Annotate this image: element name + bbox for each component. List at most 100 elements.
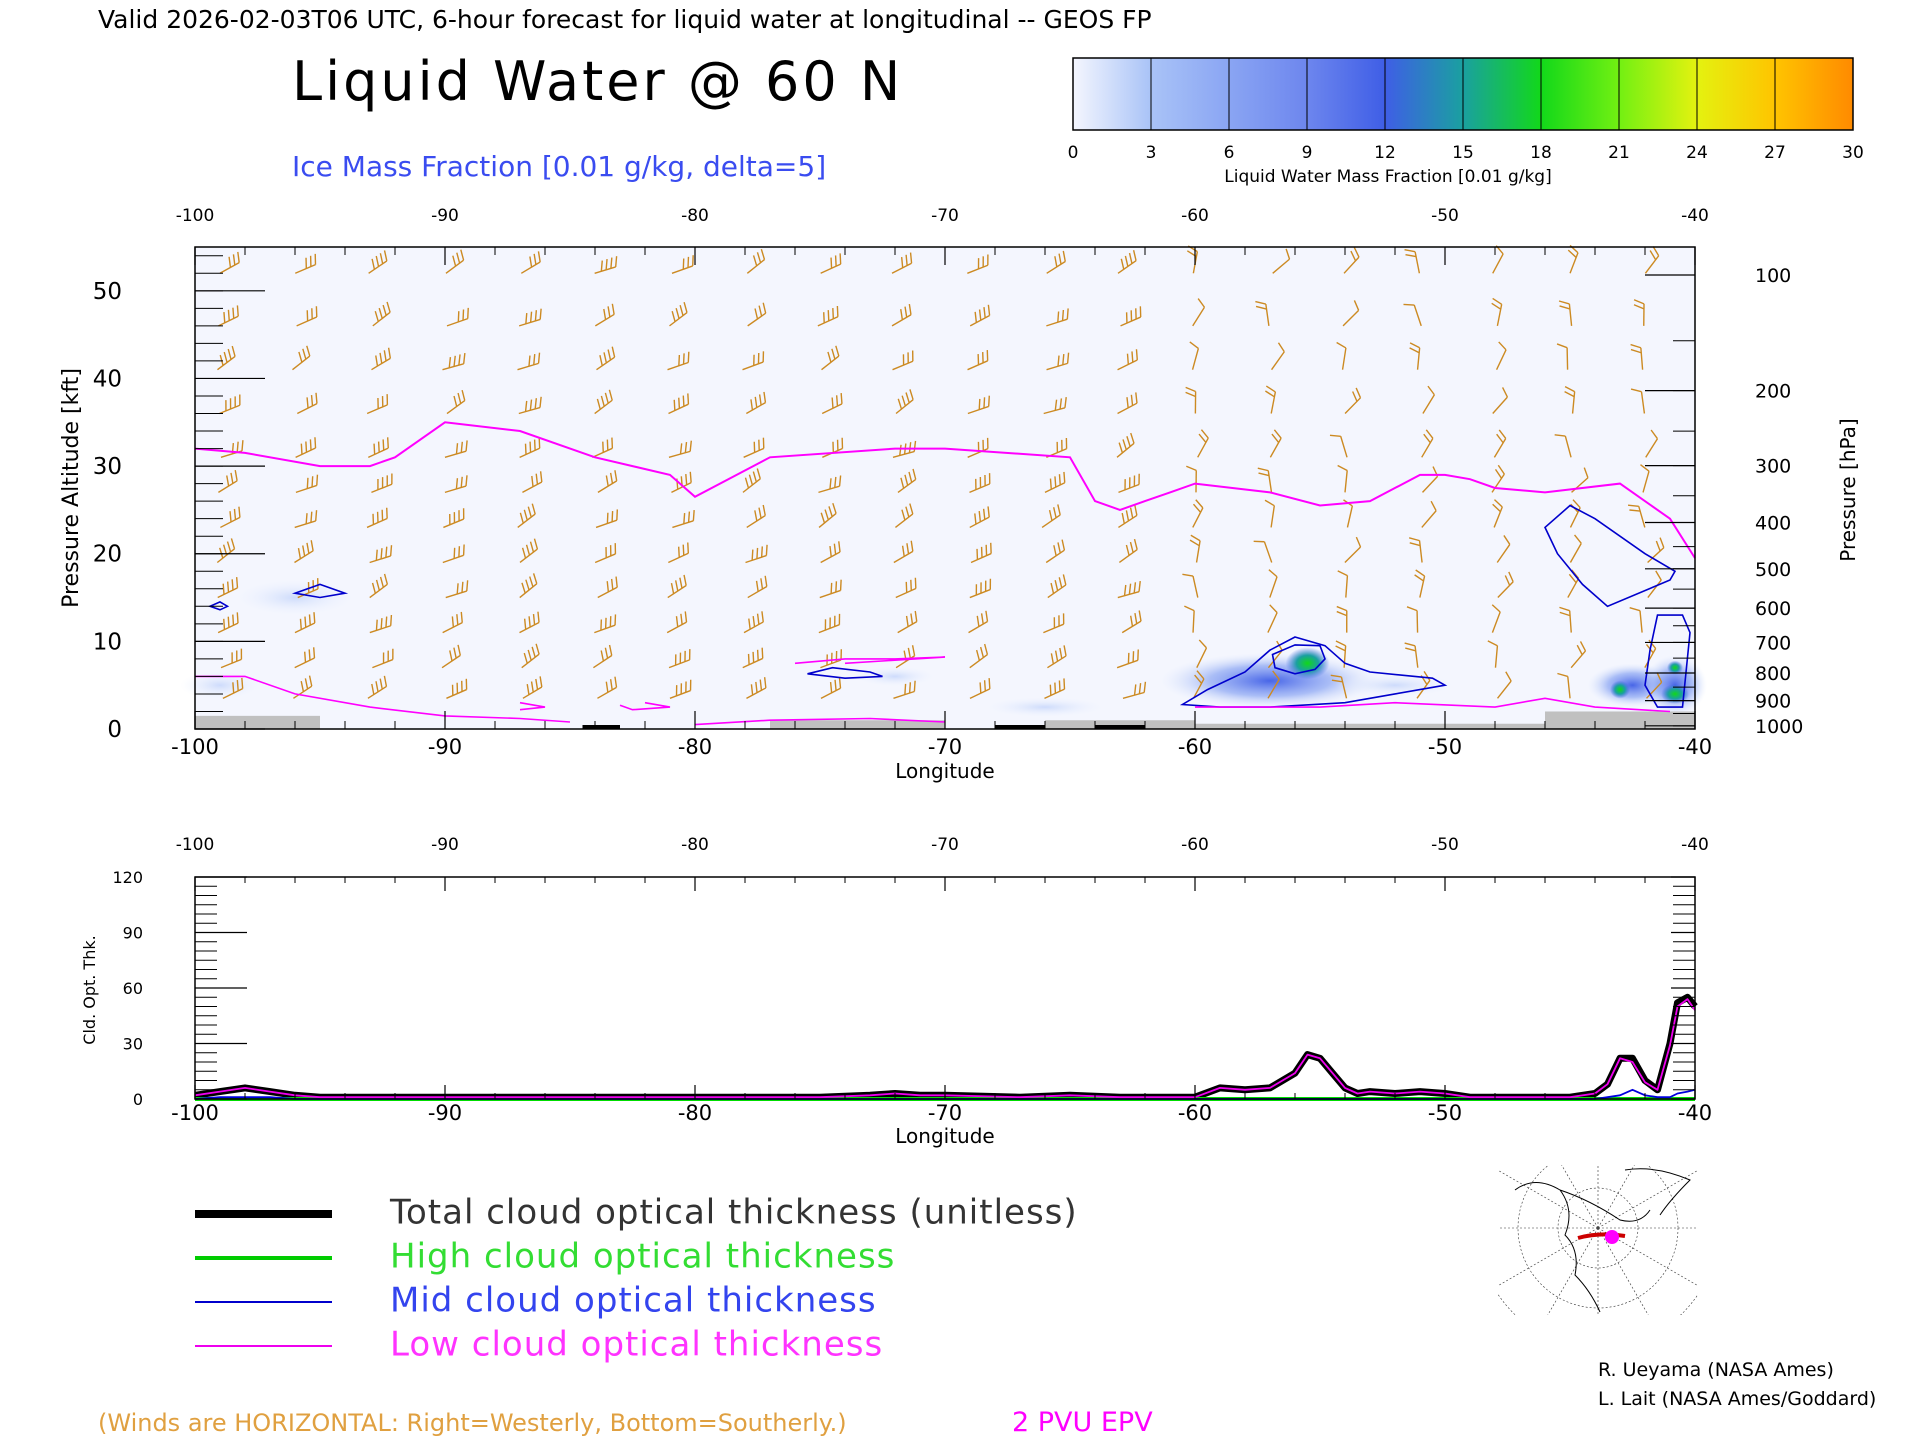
wind-barb bbox=[1335, 640, 1347, 668]
wind-barb bbox=[371, 473, 393, 494]
barb-flag bbox=[377, 441, 380, 453]
terrain-land bbox=[582, 725, 620, 729]
barb-flag bbox=[976, 548, 979, 560]
barb-staff bbox=[1570, 650, 1587, 669]
wind-barb bbox=[1630, 388, 1646, 414]
barb-flag bbox=[1057, 504, 1061, 516]
barb-staff bbox=[220, 658, 242, 669]
wind-barb bbox=[969, 506, 990, 529]
wind-barb bbox=[1496, 535, 1511, 563]
barb-staff bbox=[743, 621, 764, 634]
barb-flag bbox=[1564, 391, 1575, 398]
barb-flag bbox=[1355, 536, 1362, 548]
colorbar-tick-label: 6 bbox=[1224, 143, 1235, 163]
barb-flag bbox=[306, 310, 309, 322]
wind-barb bbox=[746, 249, 766, 274]
barb-flag bbox=[1057, 355, 1060, 367]
wind-barb bbox=[1336, 341, 1347, 370]
barb-staff bbox=[1492, 396, 1508, 414]
barb-flag bbox=[1049, 684, 1052, 696]
barb-staff bbox=[897, 621, 918, 634]
barb-flag bbox=[524, 443, 527, 455]
barb-staff bbox=[372, 311, 391, 327]
wind-barb bbox=[970, 542, 992, 564]
barb-flag bbox=[226, 581, 230, 593]
barb-flag bbox=[1135, 392, 1138, 404]
barb-flag bbox=[529, 399, 533, 411]
barb-staff bbox=[742, 361, 764, 371]
barb-flag bbox=[833, 543, 837, 555]
barb-flag bbox=[1409, 542, 1421, 547]
wind-barb bbox=[1422, 385, 1435, 414]
barb-staff bbox=[891, 314, 912, 327]
barb-flag bbox=[232, 614, 235, 626]
barb-flag bbox=[461, 389, 466, 401]
barb-flag bbox=[911, 350, 914, 362]
barb-staff bbox=[1272, 258, 1290, 274]
barb-staff bbox=[1419, 575, 1426, 598]
wind-barb bbox=[442, 353, 466, 371]
barb-flag bbox=[533, 354, 536, 365]
barb-staff bbox=[1646, 681, 1663, 699]
terrain-block bbox=[1545, 711, 1695, 729]
barb-flag bbox=[523, 652, 528, 664]
wind-barb bbox=[295, 474, 319, 494]
map-meridian bbox=[1597, 1227, 1698, 1287]
barb-flag bbox=[900, 257, 904, 268]
wind-barb bbox=[1336, 605, 1348, 633]
barb-flag bbox=[823, 312, 825, 324]
barb-flag bbox=[1406, 606, 1418, 612]
barb-staff bbox=[1344, 397, 1361, 414]
barb-flag bbox=[1269, 604, 1278, 614]
barb-flag bbox=[382, 652, 385, 664]
colorbar-swatch bbox=[1384, 57, 1464, 131]
barb-flag bbox=[315, 510, 318, 521]
barb-staff bbox=[1343, 256, 1360, 274]
barb-flag bbox=[820, 512, 826, 524]
barb-staff bbox=[441, 654, 461, 669]
colorbar-tick-label: 3 bbox=[1146, 143, 1157, 163]
wind-barb bbox=[1185, 386, 1197, 414]
barb-flag bbox=[1056, 441, 1059, 453]
wind-barb bbox=[366, 394, 389, 415]
barb-staff bbox=[1344, 470, 1348, 493]
wind-barb bbox=[745, 544, 768, 564]
barb-flag bbox=[465, 475, 468, 487]
barb-flag bbox=[1054, 399, 1058, 411]
wind-barb bbox=[1570, 641, 1587, 669]
wind-barb bbox=[1272, 248, 1291, 274]
barb-flag bbox=[913, 680, 916, 692]
barb-staff bbox=[745, 401, 766, 415]
barb-flag bbox=[302, 348, 307, 360]
wind-barb bbox=[222, 677, 244, 699]
wind-barb bbox=[1268, 569, 1278, 598]
wind-barb bbox=[371, 347, 392, 371]
wind-barb bbox=[669, 301, 688, 327]
map-marker bbox=[1605, 1230, 1619, 1244]
barb-flag bbox=[1285, 248, 1291, 260]
x-tick-label: -100 bbox=[171, 1101, 219, 1125]
barb-flag bbox=[980, 546, 983, 558]
wind-barb bbox=[1633, 299, 1645, 326]
barb-flag bbox=[607, 306, 611, 318]
barb-flag bbox=[1054, 580, 1059, 591]
barb-flag bbox=[758, 394, 762, 406]
barb-staff bbox=[1642, 471, 1650, 493]
wind-barb bbox=[1646, 672, 1663, 699]
barb-flag bbox=[311, 308, 313, 320]
wind-barb bbox=[666, 611, 688, 634]
barb-flag bbox=[604, 617, 607, 629]
barb-staff bbox=[893, 690, 915, 699]
barb-staff bbox=[668, 403, 689, 415]
barb-staff bbox=[1496, 680, 1512, 699]
wind-barb bbox=[366, 507, 388, 529]
barb-staff bbox=[297, 588, 319, 599]
barb-staff bbox=[969, 588, 991, 599]
barb-staff bbox=[521, 653, 540, 669]
barb-flag bbox=[1404, 249, 1416, 253]
barb-flag bbox=[376, 511, 379, 523]
wind-barb bbox=[220, 506, 241, 529]
barb-staff bbox=[1413, 304, 1422, 327]
barb-flag bbox=[829, 617, 831, 629]
barb-flag bbox=[231, 579, 234, 591]
